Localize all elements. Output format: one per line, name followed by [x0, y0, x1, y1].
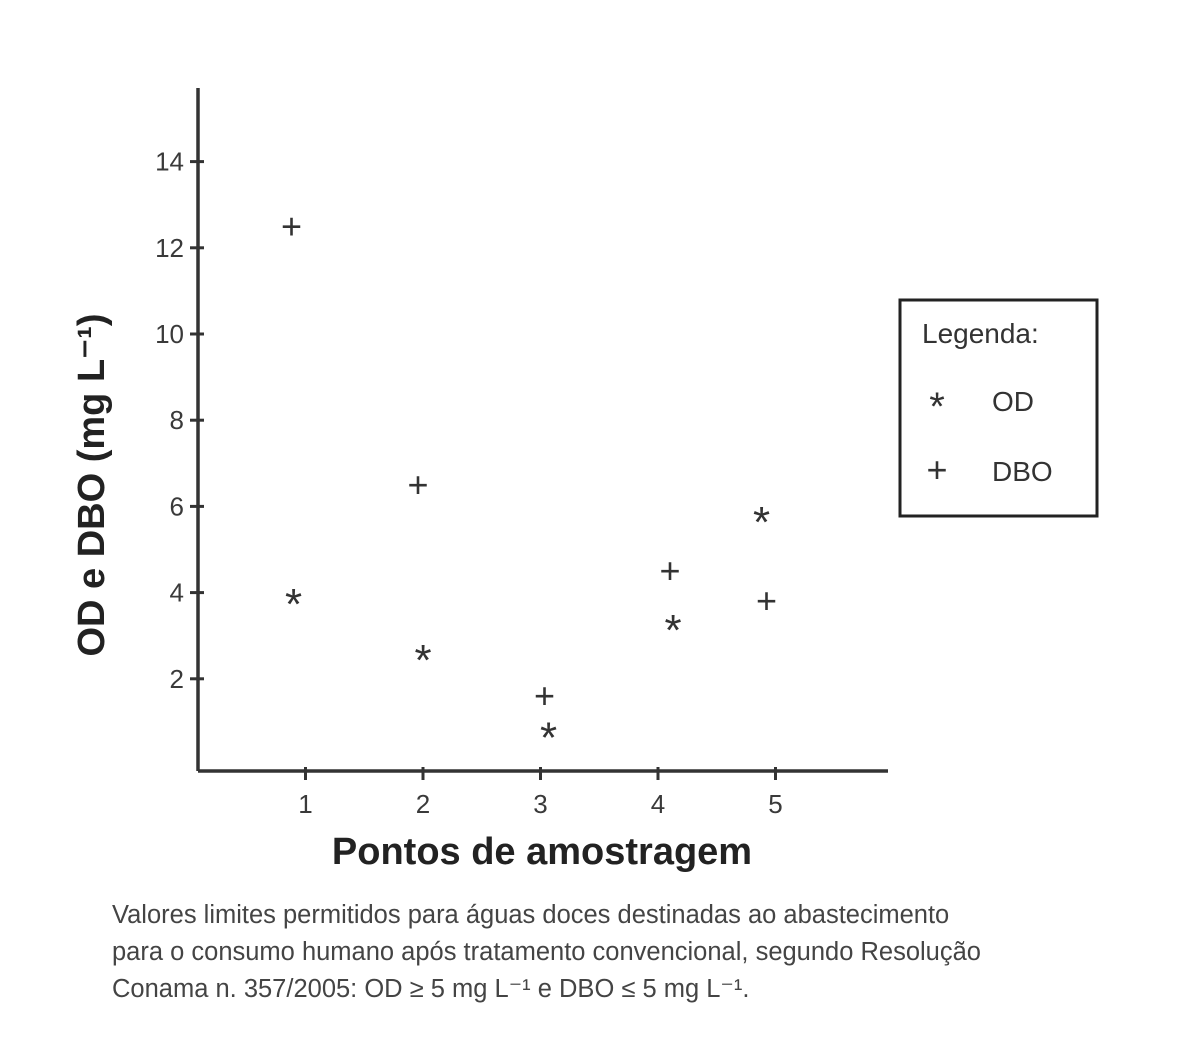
legend-title: Legenda: [922, 318, 1039, 349]
od-point: * [414, 636, 431, 685]
y-axis-title: OD e DBO (mg L⁻¹) [71, 313, 113, 656]
dbo-point: + [407, 464, 428, 505]
dbo-point: + [659, 550, 680, 591]
od-point: * [753, 498, 770, 547]
x-axis-title: Pontos de amostragem [332, 831, 752, 873]
dbo-point: + [281, 205, 302, 246]
caption-line-3: Conama n. 357/2005: OD ≥ 5 mg L⁻¹ e DBO … [112, 975, 750, 1003]
y-tick-label: 6 [170, 491, 184, 521]
dbo-point: + [534, 675, 555, 716]
caption-line-2: para o consumo humano após tratamento co… [112, 938, 981, 966]
data-points: *****+++++ [281, 205, 777, 762]
legend-marker-od: * [929, 385, 945, 429]
y-tick-label: 10 [155, 319, 184, 349]
y-tick-label: 4 [170, 578, 184, 608]
x-tick-label: 3 [533, 789, 547, 819]
legend-box [898, 298, 1099, 518]
y-tick-label: 14 [155, 147, 184, 177]
x-tick-label: 1 [298, 789, 312, 819]
od-point: * [540, 714, 557, 763]
axes [196, 88, 888, 773]
legend-label-dbo: DBO [992, 456, 1053, 487]
y-tick-label: 8 [170, 405, 184, 435]
legend-label-od: OD [992, 386, 1034, 417]
x-tick-label: 2 [416, 789, 430, 819]
caption-line-1: Valores limites permitidos para águas do… [112, 901, 950, 929]
y-tick-label: 2 [170, 664, 184, 694]
od-point: * [285, 580, 302, 629]
legend: Legenda: * OD + DBO [898, 298, 1099, 518]
dbo-point: + [756, 580, 777, 621]
caption: Valores limites permitidos para águas do… [112, 897, 1172, 1008]
x-tick-label: 5 [768, 789, 782, 819]
legend-marker-dbo: + [926, 449, 947, 490]
od-point: * [664, 606, 681, 655]
x-tick-label: 4 [651, 789, 665, 819]
y-tick-label: 12 [155, 233, 184, 263]
